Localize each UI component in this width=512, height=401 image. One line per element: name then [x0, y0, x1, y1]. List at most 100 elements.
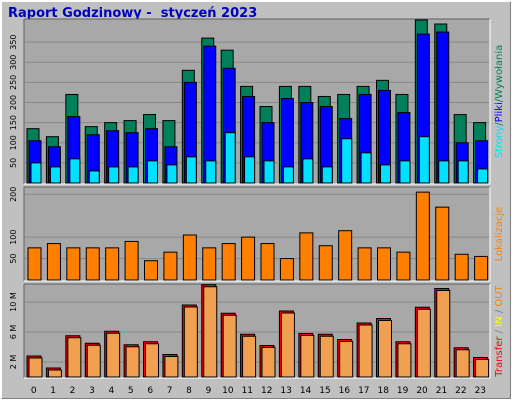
x-tick-label: 22 — [455, 386, 466, 396]
bar-visits — [144, 260, 158, 281]
bar-visits — [474, 255, 489, 281]
x-tick-label: 16 — [339, 386, 351, 396]
bar-pages — [399, 160, 411, 184]
chart-panel-transfer: 2 M 6 M 10 M Transfer / IN / OUT — [9, 283, 505, 379]
side-label-part: Transfer — [494, 336, 505, 378]
bar-visits — [163, 251, 178, 281]
x-tick-label: 6 — [147, 386, 153, 396]
y-tick-label: 200 — [9, 95, 18, 110]
bar-transfer-out — [28, 357, 43, 378]
y-tick-label: 100 — [9, 135, 18, 150]
chart-panel-visits: 50 100 200 Lokalizacje — [9, 186, 505, 282]
bar-pages — [418, 136, 430, 184]
side-label-part: Lokalizacje — [494, 207, 505, 262]
bar-transfer-out — [397, 343, 412, 378]
bar-pages — [244, 156, 256, 184]
plot-area-visits — [24, 187, 490, 281]
y-tick-label: 10 M — [9, 292, 18, 312]
bar-pages — [360, 152, 372, 184]
bar-visits — [46, 243, 61, 281]
bar-pages — [185, 156, 197, 184]
side-label-part: OUT — [494, 284, 505, 306]
bar-pages — [205, 160, 217, 184]
x-tick-label: 9 — [206, 386, 212, 396]
bar-pages — [224, 132, 236, 184]
bar-transfer-out — [436, 290, 451, 378]
bar-visits — [435, 206, 450, 281]
x-tick-label: 23 — [475, 386, 486, 396]
bar-visits — [454, 253, 469, 281]
y-tick-label: 50 — [9, 253, 18, 263]
side-label-part: / — [494, 307, 505, 317]
bar-transfer-out — [145, 343, 159, 378]
bar-visits — [415, 191, 430, 281]
bar-visits — [299, 232, 314, 281]
bar-transfer-out — [300, 335, 315, 378]
report-month: styczeń 2023 — [160, 6, 258, 21]
bar-transfer-out — [47, 369, 62, 378]
x-tick-label: 3 — [89, 386, 95, 396]
x-tick-label: 5 — [128, 386, 134, 396]
plot-area-requests — [24, 19, 490, 184]
y-tick-label: 300 — [9, 55, 18, 70]
side-label-part: Wywołania — [494, 45, 505, 99]
x-tick-label: 10 — [222, 386, 234, 396]
x-tick-label: 12 — [261, 386, 272, 396]
bar-transfer-out — [261, 347, 276, 378]
bar-transfer-out — [455, 349, 470, 378]
chart-panel-requests: 50100150200250300350Strony/Pliki/Wywołan… — [9, 18, 505, 185]
x-tick-label: 21 — [436, 386, 447, 396]
bar-pages — [282, 166, 294, 184]
y-tick-label: 150 — [9, 115, 18, 130]
y-tick-label: 6 M — [9, 325, 18, 340]
bar-files — [436, 31, 450, 184]
side-label-part: Strony — [494, 126, 505, 159]
bar-pages — [166, 164, 178, 184]
bar-pages — [30, 162, 42, 184]
bar-visits — [124, 240, 139, 281]
y-tick-label: 200 — [9, 187, 18, 202]
x-tick-label: 13 — [280, 386, 291, 396]
bar-transfer-out — [106, 332, 121, 378]
side-label-part: / — [494, 98, 505, 102]
bar-transfer-out — [86, 344, 101, 378]
side-label-part: Pliki — [494, 102, 505, 122]
y-tick-label: 250 — [9, 75, 18, 90]
bar-visits — [27, 247, 42, 281]
bar-pages — [380, 164, 391, 184]
side-label-part: IN — [494, 316, 505, 326]
side-label-part: / — [494, 122, 505, 126]
bar-transfer-out — [164, 356, 179, 378]
bar-visits — [66, 247, 81, 281]
x-tick-label: 18 — [377, 386, 389, 396]
bar-visits — [105, 247, 120, 281]
bar-transfer-out — [358, 324, 373, 378]
bar-pages — [438, 160, 450, 184]
bar-transfer-out — [339, 341, 354, 378]
bar-transfer-out — [475, 359, 490, 378]
x-tick-label: 2 — [70, 386, 76, 396]
side-label-requests: Strony/Pliki/Wywołania — [494, 45, 505, 159]
bar-transfer-out — [183, 306, 198, 378]
bar-pages — [88, 170, 100, 184]
side-label-visits: Lokalizacje — [494, 207, 505, 262]
bar-visits — [241, 236, 256, 281]
bar-pages — [457, 160, 469, 184]
bar-visits — [260, 243, 275, 281]
bar-transfer-out — [67, 337, 82, 378]
bar-visits — [357, 247, 372, 281]
bar-transfer-out — [242, 335, 257, 378]
bar-pages — [263, 160, 275, 184]
bar-visits — [396, 251, 411, 281]
bar-transfer-out — [280, 312, 295, 378]
x-tick-label: 17 — [358, 386, 369, 396]
bar-pages — [477, 168, 489, 184]
x-tick-label: 15 — [319, 386, 330, 396]
y-tick-label: 350 — [9, 34, 18, 49]
bar-visits — [85, 247, 100, 281]
bar-visits — [318, 245, 333, 281]
bar-visits — [279, 258, 294, 281]
x-tick-label: 0 — [31, 386, 37, 396]
x-tick-label: 8 — [186, 386, 192, 396]
